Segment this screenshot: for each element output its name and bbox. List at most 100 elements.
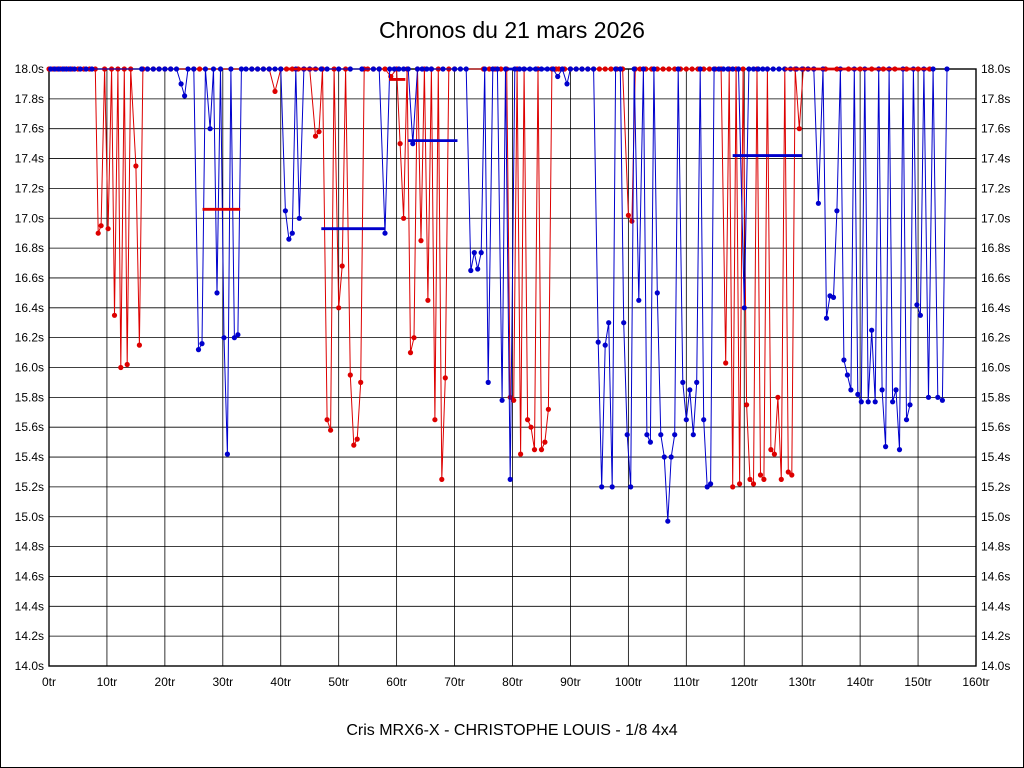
- lap-point-driver-red: [328, 427, 334, 433]
- lap-point-driver-blue: [168, 66, 174, 72]
- x-tick-label: 80tr: [502, 675, 523, 689]
- lap-point-driver-red: [133, 163, 139, 169]
- lap-point-driver-blue: [347, 66, 353, 72]
- lap-point-driver-blue: [631, 66, 637, 72]
- lap-point-driver-blue: [182, 93, 188, 99]
- lap-point-driver-red: [312, 133, 319, 139]
- lap-point-driver-blue: [917, 312, 924, 318]
- lap-point-driver-blue: [207, 126, 213, 132]
- lap-point-driver-red: [706, 66, 713, 72]
- lap-point-driver-blue: [658, 432, 664, 438]
- lap-point-driver-blue: [210, 66, 217, 72]
- lap-point-driver-blue: [260, 66, 266, 72]
- y-tick-label-right: 14.0s: [981, 659, 1010, 673]
- lap-point-driver-blue: [621, 320, 627, 326]
- lap-point-driver-red: [105, 226, 111, 232]
- lap-point-driver-red: [538, 447, 545, 453]
- lap-point-driver-blue: [617, 66, 623, 72]
- lap-point-driver-blue: [599, 484, 605, 490]
- lap-point-driver-red: [382, 66, 388, 72]
- lap-point-driver-red: [737, 481, 743, 487]
- y-tick-label-left: 14.4s: [15, 599, 44, 613]
- y-tick-label-right: 17.0s: [981, 211, 1010, 225]
- lap-point-driver-blue: [191, 66, 197, 72]
- lap-point-driver-blue: [272, 66, 278, 72]
- lap-point-driver-blue: [591, 66, 597, 72]
- lap-point-driver-blue: [238, 66, 244, 72]
- y-tick-label-left: 16.8s: [15, 241, 44, 255]
- lap-point-driver-blue: [690, 432, 696, 438]
- y-tick-label-left: 15.8s: [15, 390, 44, 404]
- lap-point-driver-red: [354, 436, 360, 442]
- lap-point-driver-blue: [585, 66, 591, 72]
- lap-point-driver-blue: [654, 290, 660, 296]
- lap-point-driver-blue: [89, 66, 95, 72]
- lap-point-driver-red: [796, 126, 802, 132]
- lap-point-driver-blue: [925, 394, 932, 400]
- lap-point-driver-blue: [841, 357, 847, 363]
- lap-point-driver-blue: [613, 66, 619, 72]
- x-tick-label: 130tr: [789, 675, 816, 689]
- lap-point-driver-blue: [475, 266, 481, 272]
- lap-point-driver-red: [723, 360, 729, 366]
- lap-point-driver-red: [660, 66, 666, 72]
- lap-point-driver-blue: [359, 66, 365, 72]
- x-tick-label: 90tr: [560, 675, 581, 689]
- lap-point-driver-blue: [63, 66, 69, 72]
- lap-point-driver-red: [358, 379, 364, 385]
- lap-point-driver-red: [324, 417, 330, 423]
- lap-point-driver-blue: [750, 66, 757, 72]
- lap-point-driver-red: [339, 263, 345, 269]
- lap-point-driver-blue: [935, 394, 941, 400]
- y-tick-label-right: 15.6s: [981, 420, 1010, 434]
- lap-point-driver-red: [336, 305, 342, 311]
- x-tick-label: 60tr: [386, 675, 407, 689]
- x-tick-label: 120tr: [731, 675, 758, 689]
- lap-point-driver-red: [272, 88, 278, 94]
- lap-point-driver-blue: [468, 267, 474, 274]
- chart-subtitle: Cris MRX6-X - CHRISTOPHE LOUIS - 1/8 4x4: [346, 722, 678, 739]
- lap-point-driver-red: [411, 335, 417, 341]
- y-tick-label-right: 17.6s: [981, 122, 1010, 136]
- lap-point-driver-blue: [869, 327, 875, 333]
- lap-point-driver-blue: [687, 387, 693, 393]
- lap-point-driver-blue: [683, 417, 689, 423]
- y-tick-label-left: 14.8s: [15, 540, 44, 554]
- lap-point-driver-blue: [830, 294, 837, 300]
- lap-point-driver-red: [425, 297, 431, 303]
- lap-point-driver-blue: [289, 230, 295, 236]
- lap-point-driver-blue: [609, 484, 615, 490]
- lap-point-driver-red: [407, 350, 414, 356]
- y-tick-label-right: 15.4s: [981, 450, 1010, 464]
- y-tick-label-left: 18.0s: [15, 62, 44, 76]
- lap-point-driver-blue: [848, 387, 854, 393]
- lap-point-driver-red: [351, 442, 357, 448]
- lap-point-driver-blue: [668, 454, 674, 460]
- lap-point-driver-blue: [602, 342, 608, 348]
- lap-point-driver-blue: [482, 66, 488, 72]
- lap-point-driver-blue: [944, 66, 950, 72]
- lap-point-driver-blue: [697, 66, 703, 72]
- y-tick-label-left: 16.2s: [15, 331, 44, 345]
- lap-point-driver-red: [683, 66, 689, 72]
- y-tick-label-right: 14.8s: [981, 540, 1010, 554]
- lap-point-driver-blue: [224, 451, 230, 457]
- lap-point-driver-blue: [844, 372, 851, 378]
- lap-point-driver-red: [689, 66, 695, 72]
- lap-point-driver-blue: [855, 391, 861, 397]
- lap-point-driver-blue: [83, 66, 89, 72]
- x-tick-label: 10tr: [97, 675, 118, 689]
- lap-point-driver-red: [347, 372, 353, 378]
- lap-point-driver-blue: [644, 432, 650, 438]
- lap-point-driver-blue: [424, 66, 430, 72]
- lap-point-driver-blue: [255, 66, 261, 72]
- lap-point-driver-red: [316, 129, 322, 135]
- lap-point-driver-blue: [490, 66, 496, 72]
- lap-point-driver-red: [596, 66, 603, 72]
- y-tick-label-right: 16.8s: [981, 241, 1010, 255]
- lap-point-driver-red: [124, 361, 130, 368]
- lap-point-driver-blue: [858, 399, 864, 405]
- lap-point-driver-blue: [770, 66, 776, 72]
- x-tick-label: 160tr: [962, 675, 989, 689]
